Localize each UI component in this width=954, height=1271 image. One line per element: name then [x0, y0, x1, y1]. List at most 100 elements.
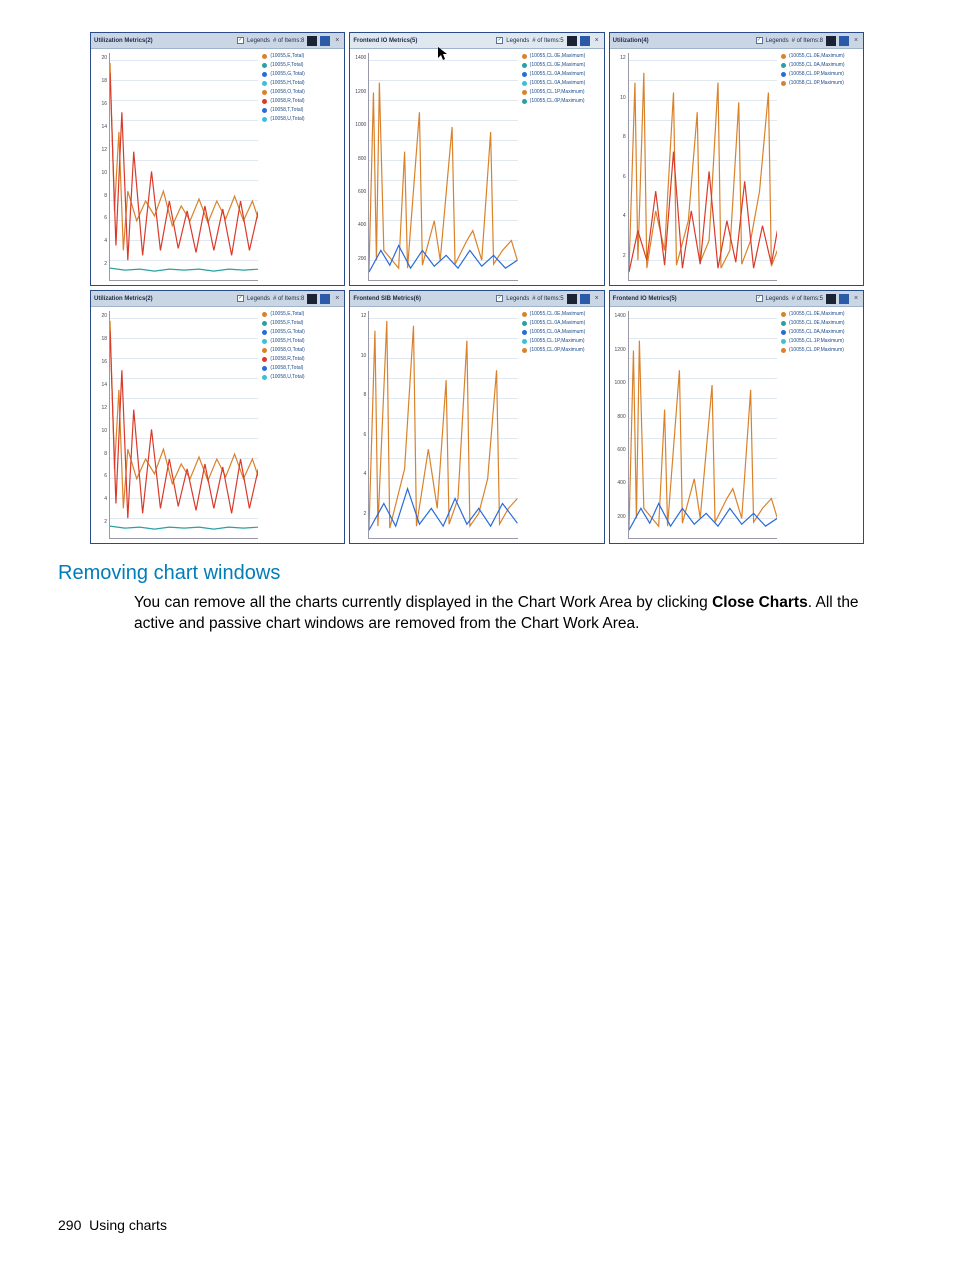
legend-item[interactable]: (10058,O,Total) [262, 89, 342, 95]
y-tick-label: 12 [101, 147, 107, 153]
expand-icon[interactable] [320, 36, 330, 46]
legend-item[interactable]: (10058,CL.0P,Maximum) [781, 71, 861, 77]
body-paragraph: You can remove all the charts currently … [134, 593, 896, 635]
y-axis: 12108642 [610, 49, 628, 285]
legends-checkbox[interactable]: ✓ [756, 295, 763, 302]
legend-item[interactable]: (10058,R,Total) [262, 98, 342, 104]
grid-icon[interactable] [567, 36, 577, 46]
y-tick-label: 18 [101, 336, 107, 342]
legend-item[interactable]: (10055,CL.0A,Maximum) [522, 320, 602, 326]
chart-title: Frontend IO Metrics(5) [353, 38, 417, 44]
grid-icon[interactable] [307, 294, 317, 304]
legends-checkbox[interactable]: ✓ [756, 37, 763, 44]
legend-item[interactable]: (10055,CL.0A,Maximum) [522, 71, 602, 77]
legends-checkbox[interactable]: ✓ [496, 295, 503, 302]
legend-item[interactable]: (10055,CL.0E,Maximum) [781, 53, 861, 59]
legend-marker-icon [781, 54, 786, 59]
legend-item[interactable]: (10055,G,Total) [262, 71, 342, 77]
expand-icon[interactable] [580, 36, 590, 46]
plot [368, 311, 517, 539]
grid-icon[interactable] [826, 294, 836, 304]
y-tick-label: 20 [101, 55, 107, 61]
close-icon[interactable]: × [852, 295, 860, 303]
chart-title: Utilization Metrics(2) [94, 296, 153, 302]
legend-item[interactable]: (10055,F,Total) [262, 320, 342, 326]
y-tick-label: 8 [104, 193, 107, 199]
close-icon[interactable]: × [333, 37, 341, 45]
legend-item[interactable]: (10058,T,Total) [262, 365, 342, 371]
legend-item[interactable]: (10055,CL.0E,Maximum) [522, 311, 602, 317]
page-footer: 290 Using charts [58, 1217, 167, 1233]
legend-item[interactable]: (10055,CL.0A,Maximum) [781, 329, 861, 335]
legend-item[interactable]: (10055,CL.0A,Maximum) [522, 329, 602, 335]
legends-checkbox[interactable]: ✓ [237, 295, 244, 302]
close-icon[interactable]: × [333, 295, 341, 303]
legend-item[interactable]: (10055,CL.0P,Maximum) [522, 347, 602, 353]
legend-item[interactable]: (10055,CL.0E,Maximum) [522, 62, 602, 68]
close-icon[interactable]: × [593, 37, 601, 45]
legend-item[interactable]: (10058,CL.0P,Maximum) [781, 80, 861, 86]
legend-item[interactable]: (10055,H,Total) [262, 338, 342, 344]
legend-item[interactable]: (10055,CL.0E,Maximum) [781, 311, 861, 317]
legend-item[interactable]: (10055,CL.0A,Maximum) [781, 62, 861, 68]
legend-item[interactable]: (10055,G,Total) [262, 329, 342, 335]
legend-item[interactable]: (10058,O,Total) [262, 347, 342, 353]
legend-item-label: (10058,R,Total) [270, 98, 304, 104]
legends-label: Legends [247, 296, 270, 302]
legend-marker-icon [781, 63, 786, 68]
legend-item-label: (10055,CL.0A,Maximum) [530, 320, 586, 326]
chart-header: Utilization(4)✓Legends# of Items:8× [610, 33, 863, 49]
expand-icon[interactable] [839, 36, 849, 46]
legend-marker-icon [522, 339, 527, 344]
legend-item[interactable]: (10055,E,Total) [262, 53, 342, 59]
legends-checkbox[interactable]: ✓ [237, 37, 244, 44]
legend-item[interactable]: (10055,CL.1P,Maximum) [522, 89, 602, 95]
y-tick-label: 1000 [355, 122, 366, 128]
grid-icon[interactable] [567, 294, 577, 304]
legend-item[interactable]: (10055,H,Total) [262, 80, 342, 86]
legend-item-label: (10055,CL.0E,Maximum) [789, 320, 845, 326]
items-count-label: # of Items:5 [532, 296, 563, 302]
close-icon[interactable]: × [593, 295, 601, 303]
legend-marker-icon [781, 339, 786, 344]
legend-item[interactable]: (10055,CL.1P,Maximum) [522, 338, 602, 344]
legend-marker-icon [262, 366, 267, 371]
legend-item[interactable]: (10058,T,Total) [262, 107, 342, 113]
grid-icon[interactable] [826, 36, 836, 46]
items-count-label: # of Items:8 [273, 38, 304, 44]
legend-marker-icon [522, 72, 527, 77]
legend-item[interactable]: (10058,U,Total) [262, 116, 342, 122]
legend-item[interactable]: (10058,R,Total) [262, 356, 342, 362]
legends-label: Legends [766, 296, 789, 302]
legend-item[interactable]: (10055,E,Total) [262, 311, 342, 317]
y-tick-label: 2 [104, 519, 107, 525]
paragraph-text: You can remove all the charts currently … [134, 594, 712, 611]
grid-icon[interactable] [307, 36, 317, 46]
legend-marker-icon [262, 90, 267, 95]
legend-marker-icon [522, 330, 527, 335]
chart-legend: (10055,CL.0E,Maximum) (10055,CL.0A,Maximu… [520, 307, 604, 543]
legend-item[interactable]: (10055,CL.0P,Maximum) [781, 347, 861, 353]
legend-marker-icon [262, 375, 267, 380]
legend-marker-icon [262, 312, 267, 317]
legend-item-label: (10058,T,Total) [270, 365, 303, 371]
chart-grid: Utilization Metrics(2)✓Legends# of Items… [90, 32, 864, 544]
close-icon[interactable]: × [852, 37, 860, 45]
legend-item[interactable]: (10055,CL.0A,Maximum) [522, 80, 602, 86]
legend-item[interactable]: (10055,F,Total) [262, 62, 342, 68]
plot-area: 2018161412108642 [91, 49, 260, 285]
chart-header: Frontend SIB Metrics(6)✓Legends# of Item… [350, 291, 603, 307]
legend-item[interactable]: (10055,CL.0P,Maximum) [522, 98, 602, 104]
legend-item[interactable]: (10055,CL.1P,Maximum) [781, 338, 861, 344]
legend-item-label: (10055,CL.0A,Maximum) [789, 329, 845, 335]
legend-item[interactable]: (10058,U,Total) [262, 374, 342, 380]
expand-icon[interactable] [839, 294, 849, 304]
expand-icon[interactable] [320, 294, 330, 304]
legend-item[interactable]: (10055,CL.0E,Maximum) [522, 53, 602, 59]
legends-checkbox[interactable]: ✓ [496, 37, 503, 44]
legend-item[interactable]: (10055,CL.0E,Maximum) [781, 320, 861, 326]
legend-marker-icon [781, 348, 786, 353]
expand-icon[interactable] [580, 294, 590, 304]
y-tick-label: 10 [101, 170, 107, 176]
legend-item-label: (10055,CL.0A,Maximum) [530, 80, 586, 86]
